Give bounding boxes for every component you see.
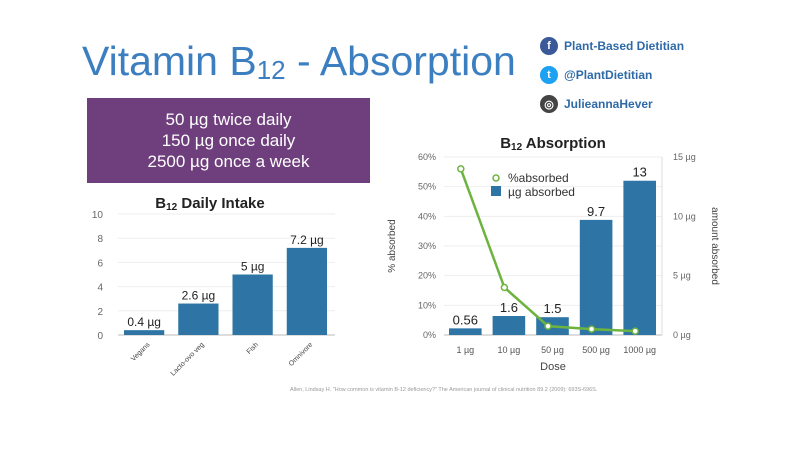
dosing-line: 50 µg twice daily [165,110,292,129]
data-label: 9.7 [587,204,605,219]
x-tick-label: 500 µg [582,345,610,355]
social-label: @PlantDietitian [564,68,653,82]
y2-tick-label: 10 µg [673,211,696,221]
x-tick-label: 1000 µg [623,345,656,355]
y-tick-label: 20% [418,271,436,281]
bar [124,330,165,335]
line-point [544,322,552,330]
line-point [500,283,509,292]
y-tick-label: 6 [97,258,103,269]
social-label: JulieannaHever [564,97,653,111]
twitter-icon: t [540,66,558,84]
data-label: 0.56 [453,312,478,327]
social-link[interactable]: t @PlantDietitian [540,66,652,84]
bar [492,316,526,335]
y-tick-label: 60% [418,152,436,162]
bar [286,247,327,335]
social-link[interactable]: f Plant-Based Dietitian [540,37,684,55]
bar [449,328,482,335]
y2-tick-label: 15 µg [673,152,696,162]
legend-label: %absorbed [508,171,569,185]
x-tick-label: 1 µg [456,345,474,355]
x-tick-label: Omnivore [288,341,314,367]
y2-tick-label: 5 µg [673,271,691,281]
bar [623,180,656,335]
facebook-icon: f [540,37,558,55]
x-axis-label: Dose [540,361,566,373]
bar [232,274,273,335]
data-label: 2.6 µg [182,289,216,303]
social-link[interactable]: ◎ JulieannaHever [540,95,653,113]
bar [579,219,613,335]
y-tick-label: 30% [418,241,436,251]
dosing-line: 150 µg once daily [161,131,296,150]
legend-bar-marker [491,186,501,196]
legend-label: µg absorbed [508,185,575,199]
y2-axis-label: amount absorbed [709,207,720,285]
y-tick-label: 2 [97,307,103,318]
y-axis-label: % absorbed [387,219,398,272]
data-label: 5 µg [241,260,265,274]
citation: Allen, Lindsay H. "How common is vitamin… [290,387,598,393]
data-label: 1.5 [543,301,561,316]
y-tick-label: 10% [418,300,436,310]
y-tick-label: 40% [418,211,436,221]
data-label: 13 [632,165,646,180]
y-tick-label: 10 [92,210,104,221]
data-label: 1.6 [500,300,518,315]
data-label: 7.2 µg [290,233,324,247]
chart-title: B12 Daily Intake [155,195,265,213]
x-tick-label: Lacto-ovo veg [170,341,206,377]
chart-title: B12 Absorption [500,135,606,153]
y-tick-label: 8 [97,234,103,245]
line-point [457,165,465,173]
y2-tick-label: 0 µg [673,330,691,340]
bar [178,303,219,335]
dosing-line: 2500 µg once a week [147,152,310,171]
x-tick-label: Fish [246,341,260,355]
social-label: Plant-Based Dietitian [564,39,685,53]
x-tick-label: 10 µg [498,345,521,355]
line-point [587,325,596,333]
slide-title: Vitamin B12 - Absorption [82,38,516,85]
line-point [631,327,639,335]
instagram-icon: ◎ [540,95,558,113]
dosing-box: 50 µg twice daily 150 µg once daily 2500… [87,98,370,183]
data-label: 0.4 µg [127,315,161,329]
x-tick-label: Vegans [130,341,152,363]
x-tick-label: 50 µg [541,345,564,355]
y-tick-label: 4 [97,283,103,294]
y-tick-label: 50% [418,182,436,192]
y-tick-label: 0% [423,330,436,340]
y-tick-label: 0 [97,331,103,342]
legend-line-marker [492,174,500,182]
